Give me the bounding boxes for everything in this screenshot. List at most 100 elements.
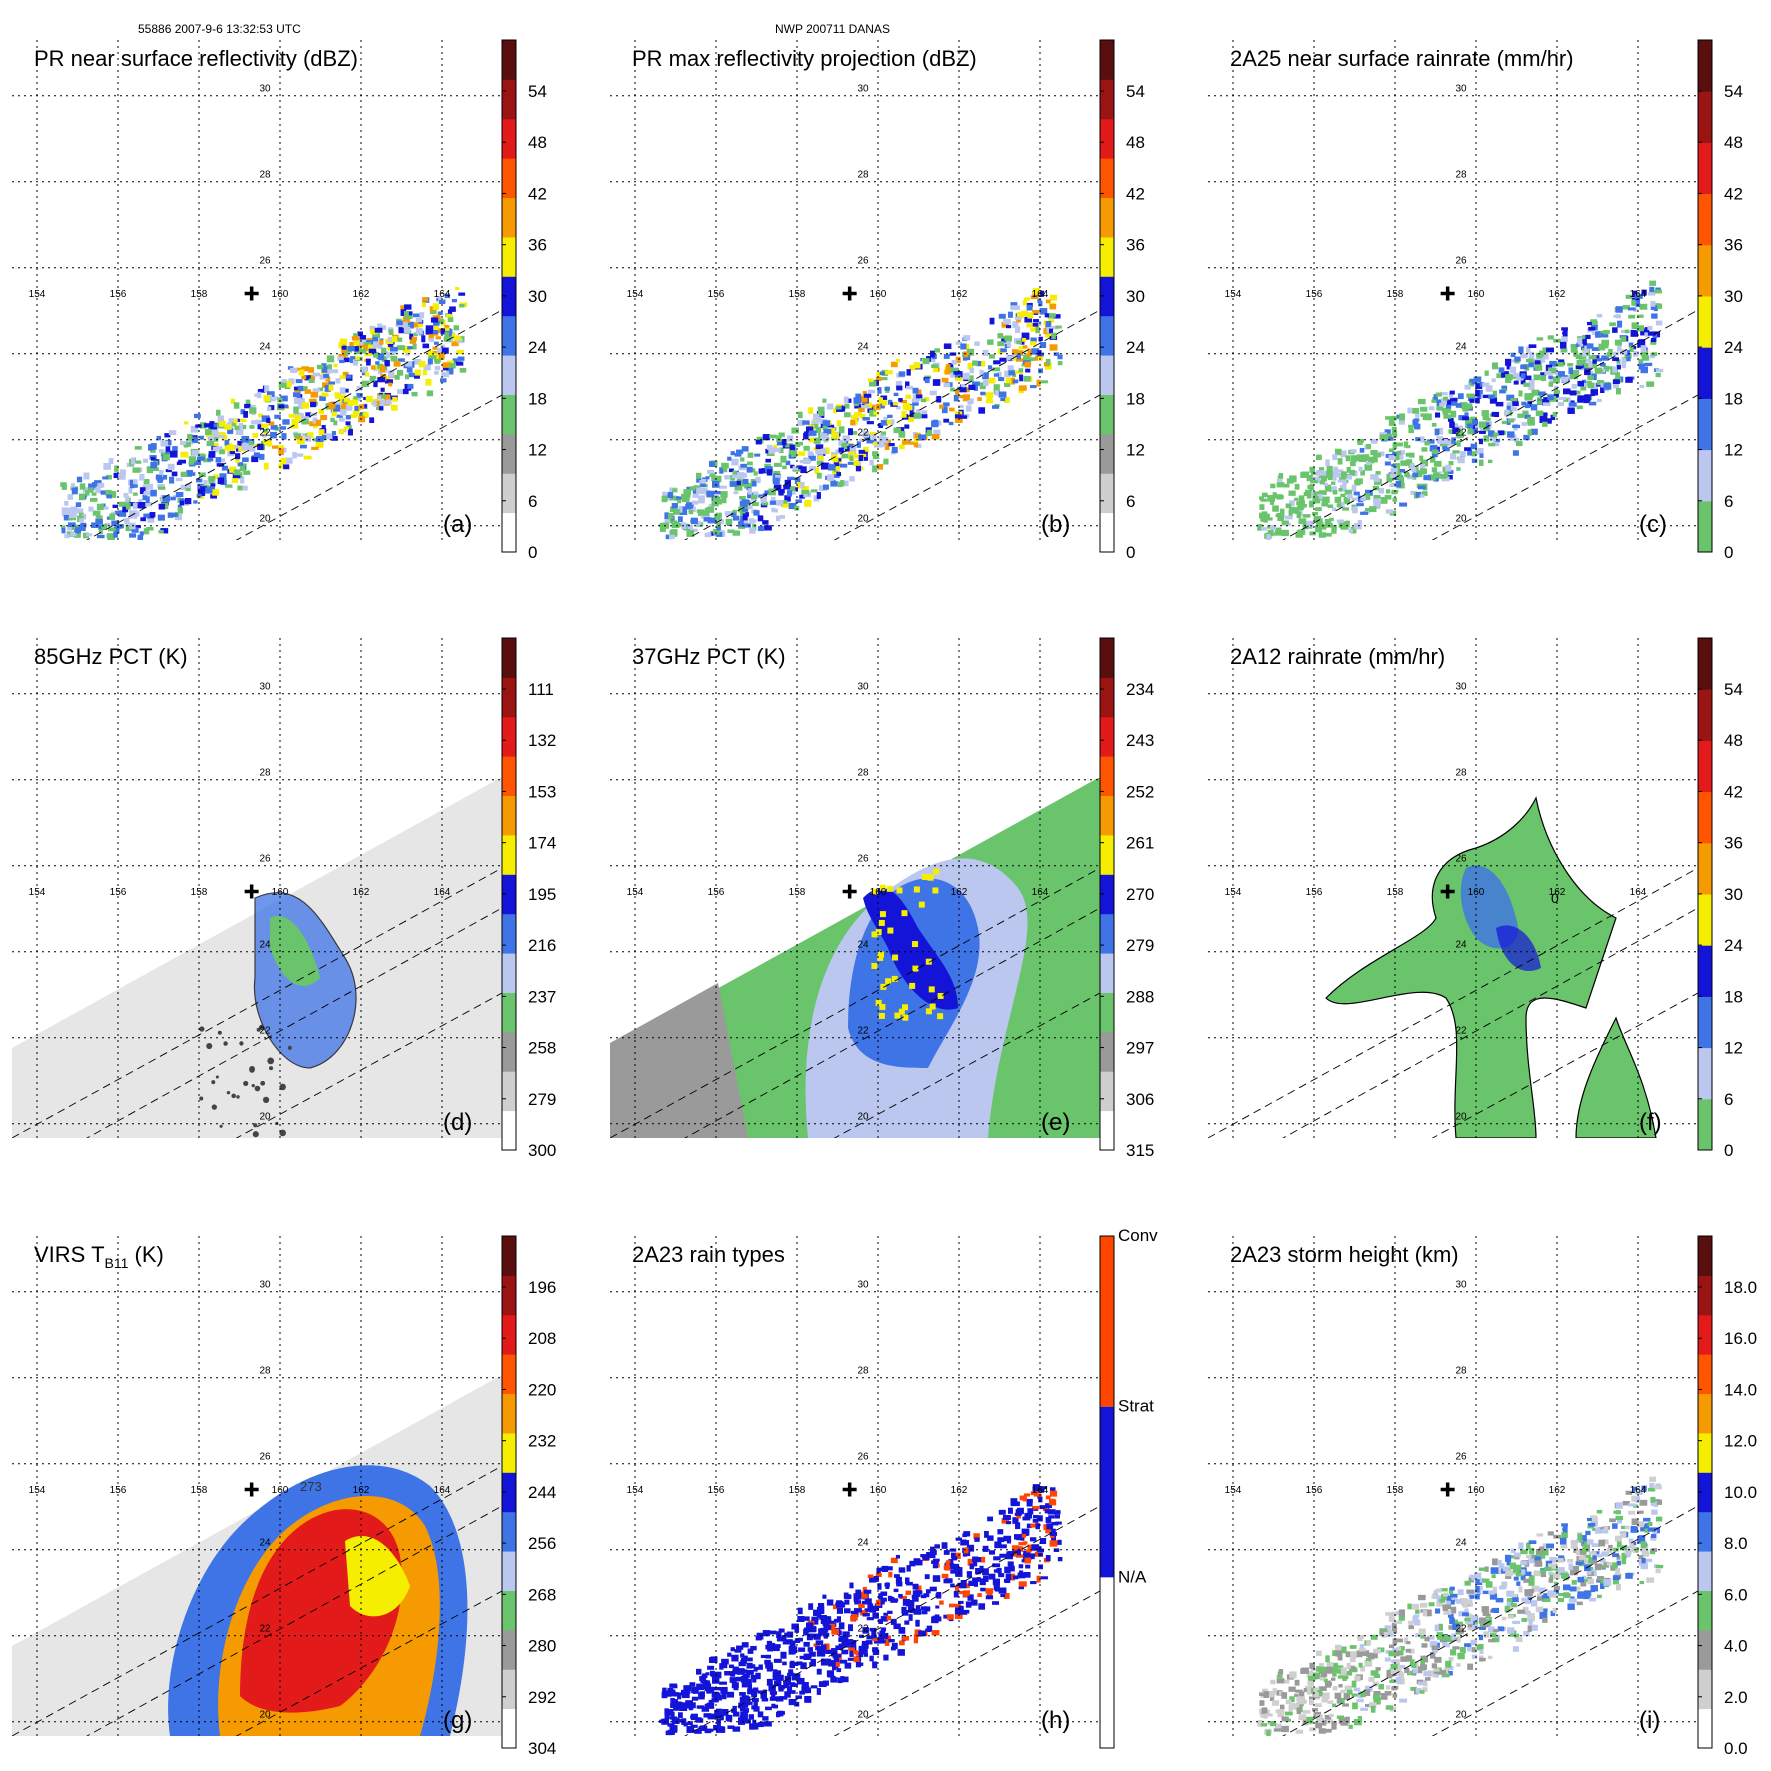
lat-tick-label: 20 — [857, 1112, 869, 1123]
colorbar-segment — [1100, 236, 1114, 277]
colorbar-tick-label: 30 — [1724, 287, 1743, 306]
colorbar-segment — [1698, 449, 1712, 502]
swath-edge — [235, 992, 502, 1138]
colorbar-segment — [1698, 1275, 1712, 1316]
colorbar-segment — [1698, 638, 1712, 690]
colorbar-tick-label: 36 — [1724, 834, 1743, 853]
lon-tick-label: 160 — [272, 887, 289, 898]
storm-center-marker — [842, 286, 857, 301]
swath-edge — [833, 394, 1100, 540]
colorbar-segment — [1698, 244, 1712, 297]
panel-title: PR max reflectivity projection (dBZ) — [632, 46, 977, 71]
storm-center-marker — [1440, 286, 1455, 301]
panel-letter: (b) — [1041, 511, 1070, 538]
lat-tick-label: 28 — [1455, 768, 1467, 779]
lat-tick-label: 30 — [857, 1280, 869, 1291]
lon-tick-label: 162 — [951, 1485, 968, 1496]
colorbar-segment — [1698, 945, 1712, 997]
colorbar-tick-label: 216 — [528, 936, 556, 955]
colorbar-segment — [502, 276, 516, 317]
colorbar-segment — [1698, 1472, 1712, 1513]
colorbar: 300 279 258 237 216 195 174 153 132 111 — [501, 637, 556, 1160]
panel-i: 154 156 158 160 162 164 20 22 24 26 28 30 2A23 storm… — [1208, 1235, 1757, 1758]
lat-tick-label: 22 — [1455, 428, 1467, 439]
lon-tick-label: 160 — [1468, 289, 1485, 300]
colorbar-tick-label: 232 — [528, 1432, 556, 1451]
colorbar-segment — [1100, 638, 1114, 678]
lat-tick-label: 20 — [259, 1112, 271, 1123]
panel-letter: (h) — [1041, 1707, 1070, 1734]
plot-area — [12, 638, 502, 1138]
colorbar-tick-label: 268 — [528, 1585, 556, 1604]
colorbar-segment — [1698, 1314, 1712, 1355]
colorbar-tick-label: 42 — [1126, 184, 1145, 203]
colorbar-tick-label: Strat — [1118, 1397, 1154, 1416]
colorbar-segment — [502, 677, 516, 718]
lat-tick-label: 22 — [1455, 1624, 1467, 1635]
colorbar-segment — [1698, 193, 1712, 246]
lon-tick-label: 158 — [789, 1485, 806, 1496]
panel-h: 154 156 158 160 162 164 20 22 24 26 28 30 2A23 rain … — [610, 1226, 1158, 1749]
storm-center-marker — [842, 1482, 857, 1497]
colorbar-segment — [502, 394, 516, 435]
swath-edge — [833, 1590, 1100, 1736]
colorbar-segment — [1100, 834, 1114, 875]
lon-tick-label: 162 — [1549, 1485, 1566, 1496]
colorbar-tick-label: 208 — [528, 1329, 556, 1348]
colorbar-tick-label: 258 — [528, 1039, 556, 1058]
plot-area — [1208, 40, 1698, 540]
colorbar-segment — [502, 1511, 516, 1552]
lat-tick-label: 30 — [259, 84, 271, 95]
lon-tick-label: 158 — [1387, 1485, 1404, 1496]
lon-tick-label: 164 — [1630, 887, 1647, 898]
swath-edge — [1282, 907, 1698, 1138]
lon-tick-label: 158 — [789, 289, 806, 300]
colorbar-segment — [502, 1472, 516, 1513]
lat-tick-label: 26 — [259, 1452, 271, 1463]
panel-title: 37GHz PCT (K) — [632, 644, 786, 669]
lon-tick-label: 154 — [29, 1485, 46, 1496]
colorbar-tick-label: 14.0 — [1724, 1380, 1757, 1399]
panel-d: 154 156 158 160 162 164 20 22 24 26 28 30 85GHz PCT … — [12, 637, 556, 1160]
colorbar-segment — [1698, 398, 1712, 451]
colorbar-segment — [502, 1393, 516, 1434]
colorbar-tick-label: 12 — [528, 441, 547, 460]
colorbar-segment — [1100, 1406, 1114, 1578]
colorbar-segment — [1100, 874, 1114, 915]
colorbar: 315 306 297 288 279 270 261 252 243 234 — [1099, 637, 1154, 1160]
colorbar-segment — [1698, 40, 1712, 92]
colorbar-segment — [502, 1110, 516, 1151]
colorbar-tick-label: 12 — [1724, 441, 1743, 460]
colorbar-segment — [502, 236, 516, 277]
panel-title: 2A23 storm height (km) — [1230, 1242, 1459, 1267]
colorbar-segment — [502, 1551, 516, 1591]
contour-label: 0 — [1551, 890, 1559, 906]
colorbar-segment — [1698, 142, 1712, 195]
lat-tick-label: 28 — [857, 170, 869, 181]
colorbar-segment — [1100, 1236, 1114, 1407]
contour-label: 273 — [300, 1479, 322, 1494]
lon-tick-label: 154 — [29, 887, 46, 898]
lat-tick-label: 24 — [1455, 342, 1467, 353]
lon-tick-label: 162 — [353, 887, 370, 898]
lat-tick-label: 30 — [1455, 1280, 1467, 1291]
panel-a: 154 156 158 160 162 164 20 22 24 26 28 30 PR near su… — [12, 39, 547, 562]
colorbar-segment — [1698, 1098, 1712, 1151]
swath-edge — [86, 309, 502, 540]
colorbar-segment — [1100, 1577, 1114, 1748]
swath-edge — [1282, 1505, 1698, 1736]
colorbar-segment — [502, 1031, 516, 1072]
colorbar-tick-label: 16.0 — [1724, 1329, 1757, 1348]
colorbar-segment — [1698, 1354, 1712, 1395]
lat-tick-label: 22 — [1455, 1026, 1467, 1037]
swath-edge — [235, 1590, 502, 1736]
swath-edge — [1208, 867, 1698, 1138]
plot-area — [610, 40, 1100, 540]
colorbar-segment — [1698, 1551, 1712, 1591]
colorbar-tick-label: 234 — [1126, 680, 1154, 699]
colorbar-segment — [1100, 197, 1114, 238]
colorbar-tick-label: N/A — [1118, 1567, 1147, 1586]
lat-tick-label: 28 — [259, 1366, 271, 1377]
colorbar-segment — [502, 1629, 516, 1670]
colorbar-tick-label: 6 — [528, 492, 537, 511]
